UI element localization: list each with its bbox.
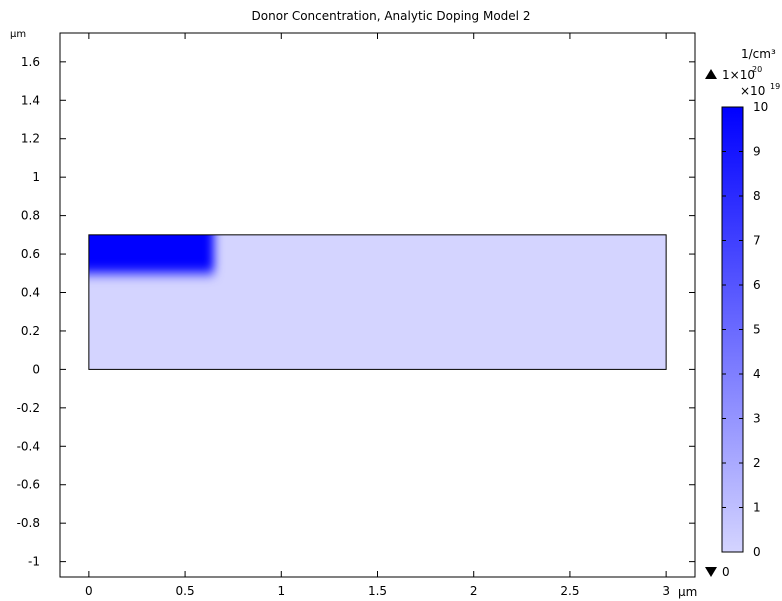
x-tick-label: 1 xyxy=(277,584,285,598)
colorbar-min-label: 0 xyxy=(722,565,730,579)
y-tick-label: 0.4 xyxy=(21,286,40,300)
colorbar-tick-label: 5 xyxy=(753,323,761,337)
x-axis-unit: µm xyxy=(678,585,697,599)
colorbar-tick-label: 6 xyxy=(753,278,761,292)
min-triangle-icon xyxy=(705,567,717,577)
colorbar-tick-label: 4 xyxy=(753,367,761,381)
y-tick-label: 0 xyxy=(32,362,40,376)
colorbar-tick-label: 7 xyxy=(753,234,761,248)
max-triangle-icon xyxy=(705,69,717,79)
y-tick-label: -0.4 xyxy=(17,439,40,453)
colorbar-tick-label: 2 xyxy=(753,456,761,470)
domain-border xyxy=(88,234,667,370)
y-tick-label: 1.4 xyxy=(21,93,40,107)
colorbar-tick-label: 3 xyxy=(753,412,761,426)
y-axis-unit: µm xyxy=(10,29,26,40)
colorbar-max-exponent: 20 xyxy=(752,65,762,74)
x-tick-label: 2 xyxy=(470,584,478,598)
colorbar-tick-label: 9 xyxy=(753,145,761,159)
y-tick-label: -0.2 xyxy=(17,401,40,415)
y-tick-label: -1 xyxy=(28,555,40,569)
y-tick-label: 1.2 xyxy=(21,132,40,146)
y-axis-ticks: 1.6 1.4 1.2 1 0.8 0.6 0.4 0.2 0 -0.2 -0.4 -0.6 -0.8 -… xyxy=(17,55,695,569)
x-tick-label: 3 xyxy=(662,584,670,598)
colorbar-tick-label: 8 xyxy=(753,189,761,203)
simulation-domain xyxy=(88,234,667,370)
colorbar-scale-exponent: 19 xyxy=(770,82,780,91)
colorbar-tick-label: 0 xyxy=(753,545,761,559)
y-tick-label: -0.6 xyxy=(17,478,40,492)
y-tick-label: 0.8 xyxy=(21,209,40,223)
y-tick-label: 0.2 xyxy=(21,324,40,338)
chart-title: Donor Concentration, Analytic Doping Mod… xyxy=(252,9,531,23)
colorbar-scale-factor: ×10 xyxy=(740,84,765,98)
x-tick-label: 0 xyxy=(85,584,93,598)
colorbar-unit: 1/cm³ xyxy=(741,47,776,61)
y-tick-label: 0.6 xyxy=(21,247,40,261)
x-axis-ticks: 0 0.5 1 1.5 2 2.5 3 xyxy=(85,33,670,598)
x-tick-label: 1.5 xyxy=(368,584,387,598)
y-tick-label: 1 xyxy=(32,170,40,184)
colorbar-max-label: 1×10 xyxy=(722,68,755,82)
y-tick-label: 1.6 xyxy=(21,55,40,69)
colorbar-tick-label: 1 xyxy=(753,501,761,515)
colorbar-tick-label: 10 xyxy=(753,100,768,114)
x-tick-label: 0.5 xyxy=(176,584,195,598)
y-tick-label: -0.8 xyxy=(17,516,40,530)
doped-region xyxy=(88,234,214,274)
x-tick-label: 2.5 xyxy=(560,584,579,598)
